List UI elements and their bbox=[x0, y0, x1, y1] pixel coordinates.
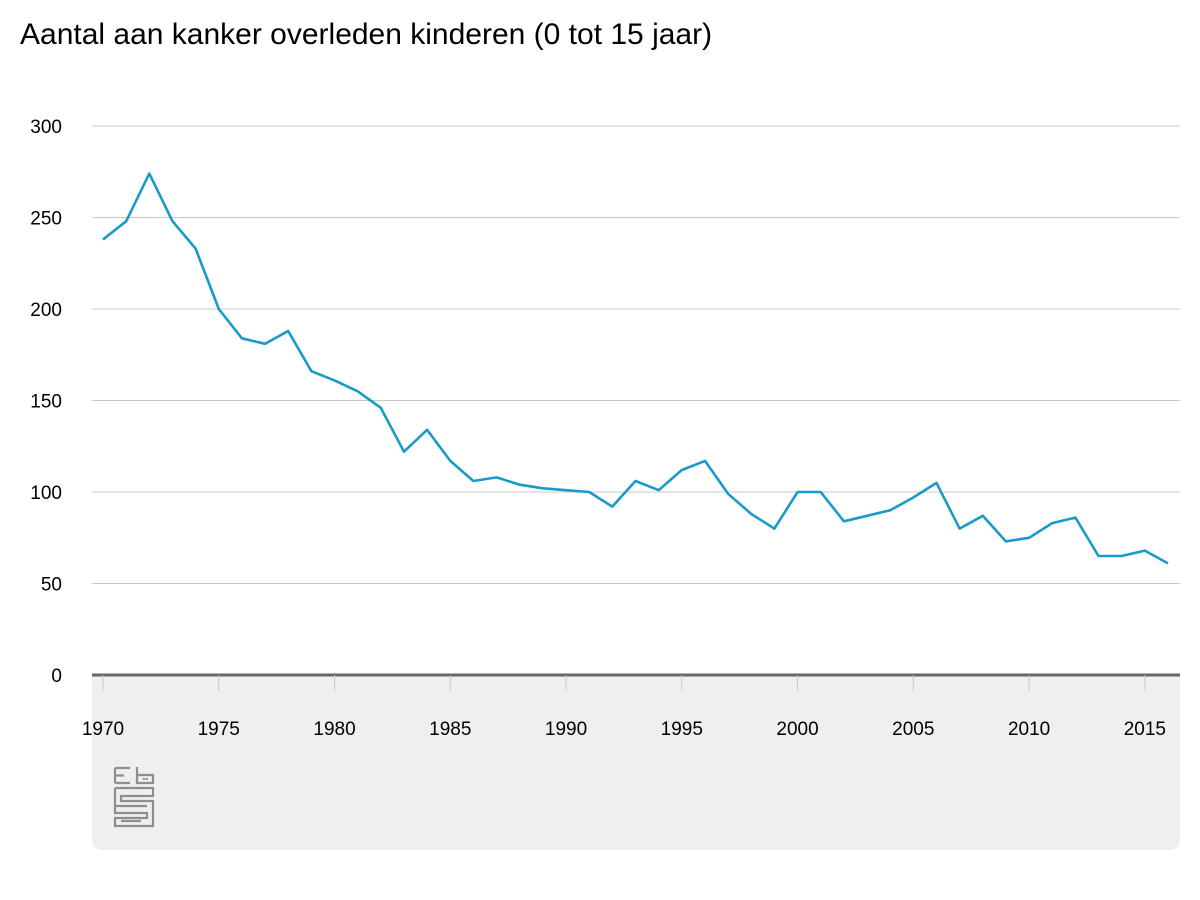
x-tick-label-2010: 2010 bbox=[1008, 719, 1050, 740]
cbs-logo-icon bbox=[113, 766, 155, 828]
y-tick-label-50: 50 bbox=[41, 575, 62, 596]
y-tick-label-100: 100 bbox=[30, 483, 62, 504]
y-tick-label-150: 150 bbox=[30, 392, 62, 413]
y-tick-label-250: 250 bbox=[30, 209, 62, 230]
chart-footer-panel bbox=[92, 676, 1180, 850]
series-line-0 bbox=[102, 172, 1169, 565]
x-tick-label-1985: 1985 bbox=[429, 719, 471, 740]
x-tick-label-1990: 1990 bbox=[545, 719, 587, 740]
y-tick-label-300: 300 bbox=[30, 117, 62, 138]
x-tick-label-1980: 1980 bbox=[313, 719, 355, 740]
x-tick-label-1995: 1995 bbox=[661, 719, 703, 740]
y-tick-label-0: 0 bbox=[51, 666, 62, 687]
x-tick-label-2015: 2015 bbox=[1124, 719, 1166, 740]
x-tick-label-1975: 1975 bbox=[198, 719, 240, 740]
x-tick-label-2005: 2005 bbox=[892, 719, 934, 740]
chart-title: Aantal aan kanker overleden kinderen (0 … bbox=[20, 18, 713, 51]
x-tick-label-1970: 1970 bbox=[82, 719, 124, 740]
x-tick-label-2000: 2000 bbox=[776, 719, 818, 740]
y-tick-label-200: 200 bbox=[30, 300, 62, 321]
